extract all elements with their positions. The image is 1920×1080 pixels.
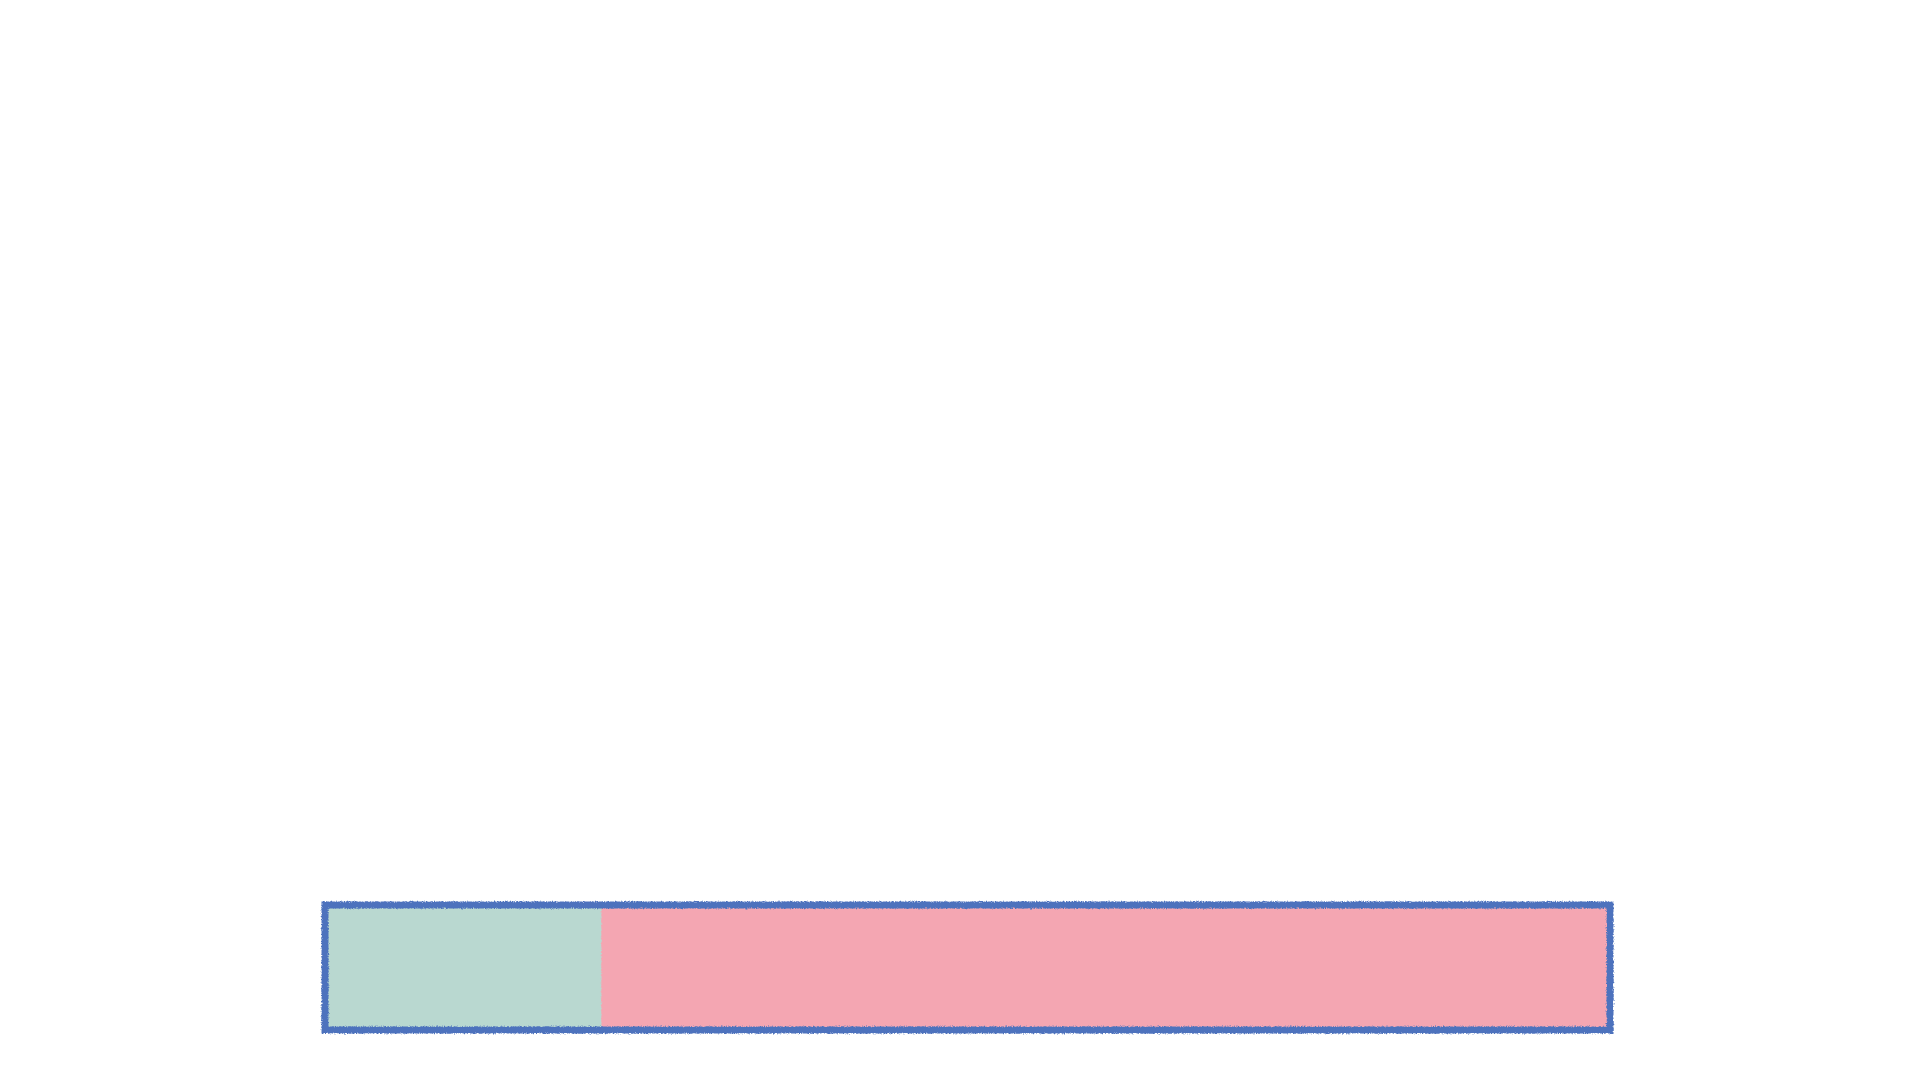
progress-bar	[321, 901, 1614, 1063]
progress-bar-outline	[321, 901, 1614, 1034]
progress-ticks	[322, 1043, 1613, 1063]
progress-filled-fill	[325, 905, 602, 1030]
